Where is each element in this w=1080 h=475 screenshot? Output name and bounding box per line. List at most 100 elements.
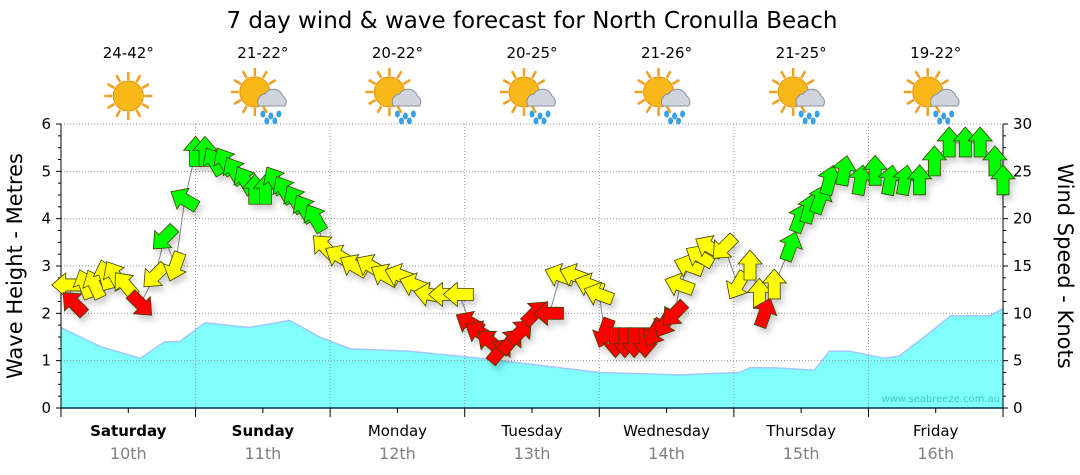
sun-ray bbox=[530, 105, 538, 114]
sun-ray bbox=[780, 105, 787, 114]
cloud-shape bbox=[930, 88, 960, 107]
day-name-label: Wednesday bbox=[623, 422, 710, 440]
sun-ray bbox=[141, 102, 150, 110]
sun-ray bbox=[135, 109, 142, 118]
cloud-shape bbox=[526, 88, 556, 107]
sun-ray bbox=[780, 70, 787, 79]
y-left-tick-label: 3 bbox=[41, 257, 51, 275]
y-right-tick-label: 25 bbox=[1013, 162, 1032, 180]
sun-ray bbox=[233, 78, 242, 86]
wind-arrow bbox=[737, 249, 763, 281]
day-temperature-label: 20-25° bbox=[506, 44, 557, 62]
sun-ray bbox=[115, 109, 122, 118]
sun-ray bbox=[914, 105, 921, 114]
day-name-label: Friday bbox=[913, 422, 959, 440]
rain-drop bbox=[398, 117, 404, 125]
watermark: www.seabreeze.com.au bbox=[882, 394, 1000, 405]
sun-ray bbox=[510, 70, 518, 79]
wind-arrow bbox=[303, 204, 329, 235]
chart-title: 7 day wind & wave forecast for North Cro… bbox=[226, 8, 837, 34]
sun-ray bbox=[368, 98, 377, 106]
sun-ray bbox=[268, 78, 277, 86]
wind-arrow bbox=[662, 298, 690, 326]
rain-drop bbox=[272, 117, 278, 125]
day-name-label: Sunday bbox=[232, 422, 295, 440]
sun-ray bbox=[771, 78, 780, 86]
rain-drop bbox=[537, 112, 543, 120]
day-temperature-label: 21-22° bbox=[237, 44, 288, 62]
sun-ray bbox=[115, 74, 122, 83]
rain-drop bbox=[260, 110, 266, 118]
sun-ray bbox=[502, 78, 511, 86]
y-left-tick-label: 6 bbox=[41, 115, 51, 133]
wind-arrow bbox=[152, 222, 180, 250]
sun-ray bbox=[376, 70, 383, 79]
rain-drop bbox=[810, 117, 816, 125]
wind-arrow bbox=[952, 126, 979, 158]
wind-arrow bbox=[862, 154, 889, 186]
y-axis-right-label: Wind Speed - Knots bbox=[1053, 163, 1077, 368]
sun-cloud-rain-icon bbox=[634, 68, 691, 125]
y-right-tick-label: 15 bbox=[1013, 257, 1032, 275]
y-left-tick-label: 4 bbox=[41, 210, 51, 228]
wave-height-area bbox=[61, 308, 1003, 408]
sun-ray bbox=[530, 70, 538, 79]
wind-arrow bbox=[442, 281, 474, 308]
cloud-shape bbox=[257, 88, 287, 107]
wave-height-line bbox=[60, 307, 1004, 376]
sun-cloud-rain-icon bbox=[230, 68, 287, 125]
day-temperature-label: 20-22° bbox=[372, 44, 423, 62]
rain-drop bbox=[264, 117, 270, 125]
sun-ray bbox=[665, 105, 672, 114]
rain-drop bbox=[941, 112, 947, 120]
day-temperature-label: 24-42° bbox=[103, 44, 154, 62]
sun-ray bbox=[376, 105, 383, 114]
sun-disc bbox=[112, 80, 144, 112]
day-date-label: 12th bbox=[379, 444, 416, 463]
day-temperature-label: 21-25° bbox=[776, 44, 827, 62]
sun-ray bbox=[502, 98, 511, 106]
sun-ray bbox=[537, 78, 546, 86]
y-right-tick-label: 5 bbox=[1013, 352, 1023, 370]
wind-arrow bbox=[921, 145, 948, 177]
day-name-label: Monday bbox=[368, 422, 427, 440]
day-name-label: Thursday bbox=[765, 422, 836, 440]
wind-arrow bbox=[761, 268, 788, 300]
sun-ray bbox=[645, 70, 652, 79]
y-left-tick-label: 5 bbox=[41, 162, 51, 180]
wind-arrow bbox=[505, 320, 532, 347]
y-right-tick-label: 0 bbox=[1013, 399, 1023, 417]
sun-ray bbox=[396, 105, 403, 114]
rain-drop bbox=[394, 110, 400, 118]
rain-drop bbox=[268, 112, 274, 120]
y-left-tick-label: 2 bbox=[41, 304, 51, 322]
wind-arrow bbox=[62, 292, 90, 319]
rain-drop bbox=[533, 117, 539, 125]
wind-arrow bbox=[990, 164, 1016, 196]
wind-arrow bbox=[936, 126, 963, 158]
sun-ray bbox=[934, 70, 941, 79]
rain-drop bbox=[676, 117, 682, 125]
day-date-label: 15th bbox=[783, 444, 820, 463]
rain-drop bbox=[541, 117, 547, 125]
wind-arrow bbox=[170, 187, 201, 213]
sun-ray bbox=[771, 98, 780, 106]
y-left-tick-label: 0 bbox=[41, 399, 51, 417]
cloud-shape bbox=[795, 88, 825, 107]
sun-ray bbox=[637, 98, 646, 106]
rain-drop bbox=[668, 117, 674, 125]
sun-ray bbox=[934, 105, 941, 114]
sun-ray bbox=[141, 82, 150, 90]
wind-arrow bbox=[712, 232, 740, 259]
rain-drop bbox=[529, 110, 535, 118]
wind-arrow bbox=[143, 260, 170, 288]
wind-arrow bbox=[778, 231, 804, 263]
sun-ray bbox=[241, 105, 248, 114]
sun-ray bbox=[261, 70, 268, 79]
rain-drop bbox=[937, 117, 943, 125]
sun-ray bbox=[637, 78, 646, 86]
sun-cloud-rain-icon bbox=[903, 68, 960, 125]
day-date-label: 11th bbox=[244, 444, 281, 463]
sun-ray bbox=[800, 105, 807, 114]
rain-drop bbox=[945, 117, 951, 125]
